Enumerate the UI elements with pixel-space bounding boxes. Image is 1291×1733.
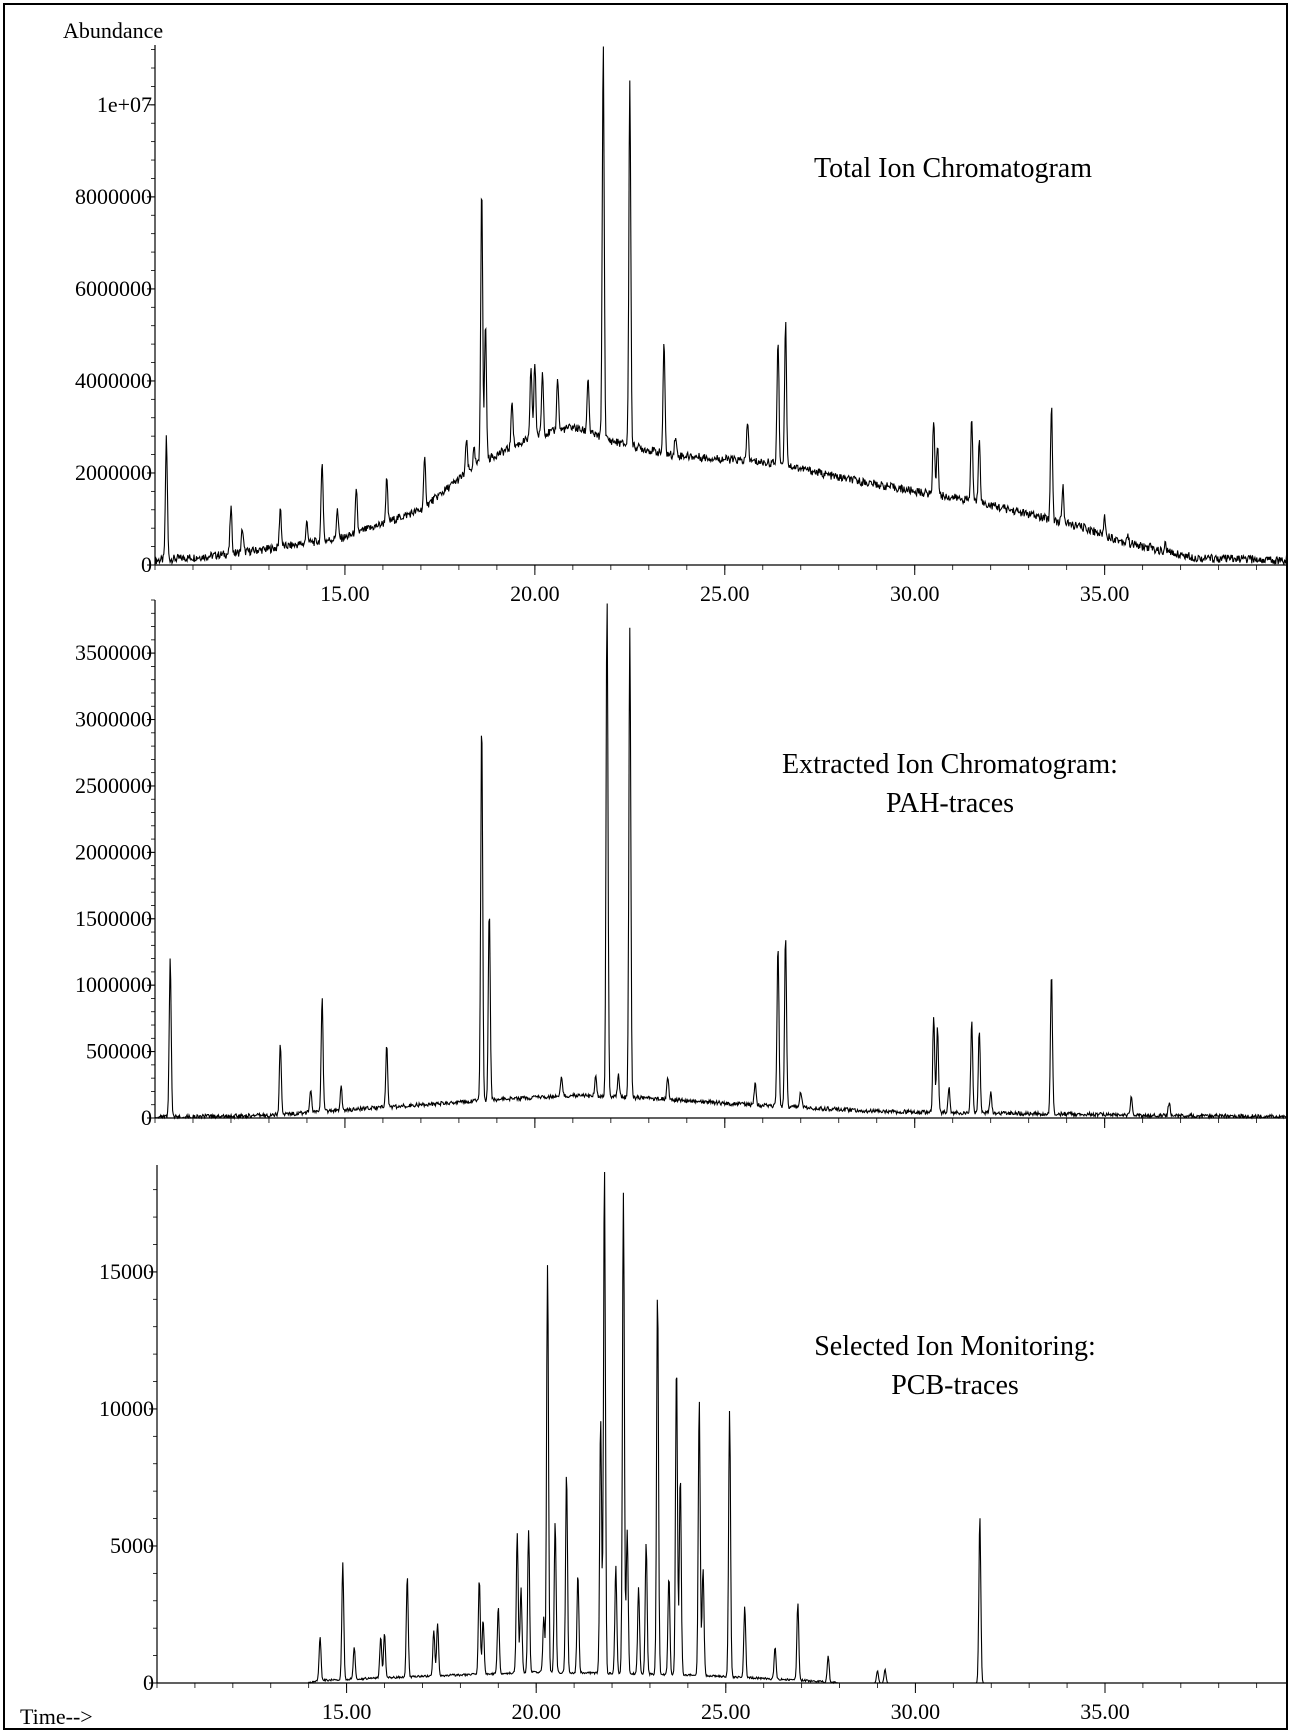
- y-tick-label: 1500000: [75, 906, 152, 931]
- x-tick-label: 30.00: [891, 1699, 941, 1724]
- trace-line-2: [157, 1171, 1287, 1685]
- x-tick-label: 20.00: [511, 1699, 561, 1724]
- chart-frame: [3, 3, 1288, 1730]
- y-tick-label: 8000000: [75, 184, 152, 209]
- panel-title: Selected Ion Monitoring:: [814, 1331, 1096, 1362]
- panel-title: Extracted Ion Chromatogram:: [782, 749, 1118, 780]
- x-tick-label: 35.00: [1080, 1699, 1130, 1724]
- y-tick-label: 3000000: [75, 707, 152, 732]
- y-tick-label: 3500000: [75, 640, 152, 665]
- x-tick-label: 35.00: [1080, 581, 1130, 606]
- y-tick-label: 15000: [99, 1259, 154, 1284]
- x-tick-label: 15.00: [322, 1699, 372, 1724]
- y-tick-label: 10000: [99, 1396, 154, 1421]
- y-tick-label: 5000: [110, 1533, 154, 1558]
- y-tick-label: 2000000: [75, 460, 152, 485]
- time-label: Time-->: [20, 1704, 93, 1729]
- x-tick-label: 20.00: [510, 581, 560, 606]
- panel-subtitle: PCB-traces: [891, 1370, 1019, 1401]
- x-tick-label: 25.00: [701, 1699, 751, 1724]
- panel-subtitle: PAH-traces: [886, 788, 1014, 819]
- trace-line-1: [154, 603, 1288, 1121]
- x-tick-label: 25.00: [700, 581, 750, 606]
- y-tick-label: 500000: [86, 1039, 152, 1064]
- y-tick-label: 1e+07: [97, 92, 152, 117]
- x-tick-label: 15.00: [320, 581, 370, 606]
- y-tick-label: 6000000: [75, 276, 152, 301]
- trace-line-0: [154, 46, 1288, 566]
- y-tick-label: 1000000: [75, 972, 152, 997]
- y-tick-label: 2500000: [75, 773, 152, 798]
- y-tick-label: 0: [141, 552, 152, 577]
- y-tick-label: 2000000: [75, 839, 152, 864]
- y-tick-label: 4000000: [75, 368, 152, 393]
- y-tick-label: 0: [141, 1105, 152, 1130]
- x-tick-label: 30.00: [890, 581, 940, 606]
- abundance-label: Abundance: [63, 18, 163, 43]
- y-tick-label: 0: [143, 1670, 154, 1695]
- panel-title: Total Ion Chromatogram: [814, 153, 1092, 184]
